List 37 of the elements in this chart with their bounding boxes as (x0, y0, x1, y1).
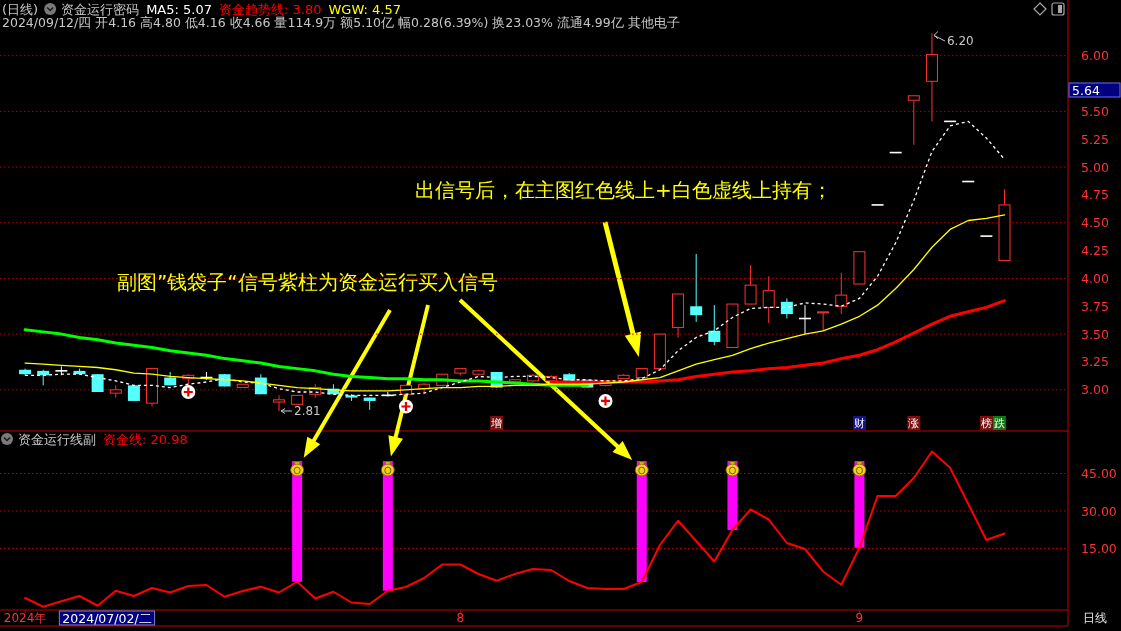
text: WGW: 4.57 (328, 1, 401, 17)
annotation: 副图”钱袋子“信号紫柱为资金运行买入信号 (117, 270, 498, 294)
y-tick-label: 4.75 (1081, 187, 1109, 203)
legend-title: 资金运行线副 (18, 431, 96, 447)
x-tick-label: 9 (855, 611, 864, 625)
legend-title: 资金运行密码 (61, 1, 140, 17)
y-tick-label: 4.00 (1081, 270, 1109, 286)
y-tick-label: 3.75 (1081, 298, 1109, 314)
annotation: 涨 (908, 416, 920, 430)
x-tick-label: 2024年 (3, 611, 47, 625)
text: 2024/07/02/二 (62, 610, 152, 626)
y-tick-label: 3.50 (1081, 326, 1109, 342)
y-tick-label: 5.25 (1081, 131, 1109, 147)
y-tick-label: 3.25 (1081, 354, 1109, 370)
annotation: 6.20 (946, 34, 974, 48)
y-tick-label: 30.00 (1081, 503, 1117, 519)
y-tick-label: 6.00 (1081, 48, 1109, 64)
annotation: 出信号后，在主图红色线上+白色虚线上持有； (415, 178, 832, 202)
chart-title: (日线) (2, 1, 39, 17)
annotation: 财 (853, 416, 865, 430)
y-tick-label: 5.50 (1081, 103, 1109, 119)
annotation: 增 (490, 416, 503, 430)
y-tick-label: 45.00 (1081, 466, 1117, 481)
text: 资金趋势线: 3.80 (219, 1, 322, 17)
text: 日线 (1083, 611, 1107, 625)
text: 5.64 (1072, 82, 1100, 98)
y-tick-label: 4.25 (1081, 243, 1109, 259)
text: 资金线: 20.98 (103, 431, 188, 447)
annotation: 2.81 (294, 404, 321, 418)
y-tick-label: 3.00 (1081, 382, 1109, 398)
y-tick-label: 4.50 (1081, 215, 1109, 231)
y-tick-label: 15.00 (1081, 541, 1117, 556)
text: MA5: 5.07 (146, 1, 212, 17)
x-tick-label: 8 (456, 611, 465, 625)
annotation: 跌 (993, 416, 1005, 430)
annotation: 榜 (980, 416, 992, 430)
y-tick-label: 5.00 (1081, 159, 1109, 175)
